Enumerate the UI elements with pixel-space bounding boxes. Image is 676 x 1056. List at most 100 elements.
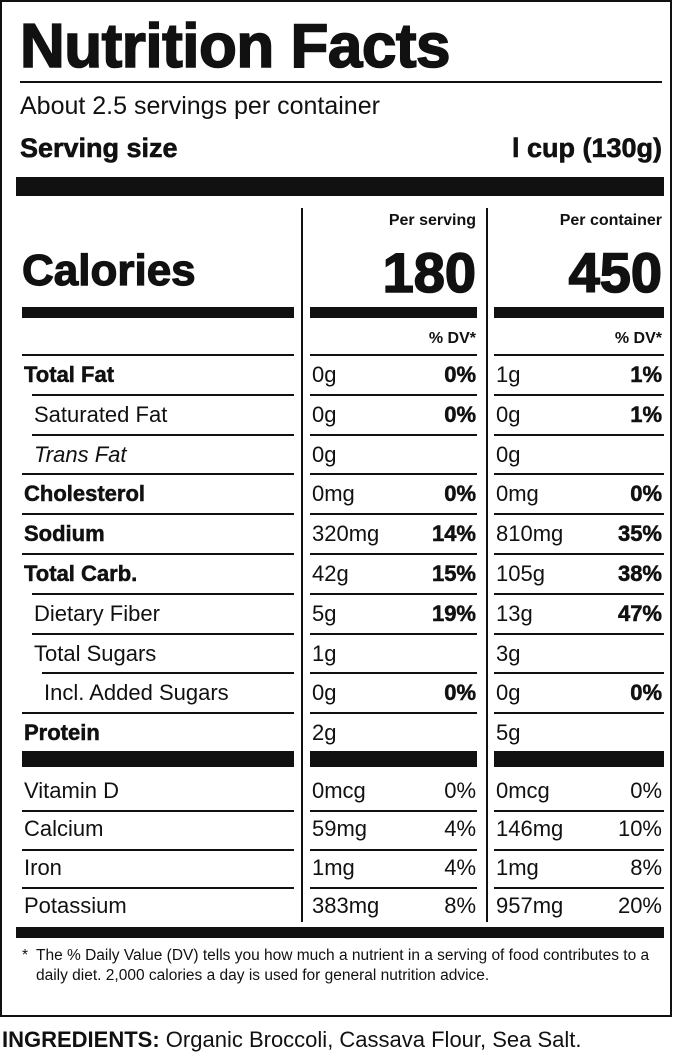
title-divider	[20, 81, 662, 83]
ingredients-label: INGREDIENTS:	[2, 1027, 160, 1052]
container-dv: 0%	[630, 481, 662, 507]
serving-dv: 0%	[444, 481, 476, 507]
row-divider-name	[22, 712, 294, 714]
serving-amount: 42g	[312, 561, 349, 586]
row-divider-serving	[310, 473, 477, 475]
serving-amount: 59mg	[312, 816, 368, 841]
nutrient-name: Trans Fat	[34, 442, 127, 467]
serving-amount: 0g	[312, 442, 337, 467]
ingredients: INGREDIENTS: Organic Broccoli, Cassava F…	[2, 1027, 582, 1053]
serving-dv: 0%	[444, 680, 476, 706]
vitamin-name: Calcium	[24, 816, 104, 841]
row-divider-container	[494, 553, 664, 555]
serving-amount: 0g	[312, 402, 337, 427]
serving-dv: 0%	[444, 402, 476, 428]
row-divider-name	[22, 849, 294, 851]
row-divider-container	[494, 849, 664, 851]
container-amount: 5g	[496, 720, 521, 745]
row-divider-container	[494, 810, 664, 812]
calories-bar-serving	[310, 307, 477, 318]
footnote-text: The % Daily Value (DV) tells you how muc…	[36, 947, 650, 984]
vitamin-bar-serving	[310, 751, 477, 767]
footnote-star: *	[22, 947, 29, 964]
container-dv: 0%	[630, 680, 662, 706]
row-divider-container	[494, 473, 664, 475]
calories-per-container: 450	[568, 240, 663, 305]
nutrient-name: Total Carb.	[24, 561, 138, 587]
row-divider-name	[22, 553, 294, 555]
container-amount: 13g	[496, 601, 533, 626]
nutrient-name: Saturated Fat	[34, 402, 168, 427]
serving-amount: 0mcg	[312, 778, 366, 803]
serving-amount: 2g	[312, 720, 337, 745]
nutrient-name: Sodium	[24, 521, 105, 547]
nutrition-label	[0, 0, 672, 1017]
serving-amount: 383mg	[312, 893, 380, 918]
serving-dv: 19%	[431, 601, 477, 627]
serving-dv: 15%	[431, 561, 477, 587]
vitamin-name: Vitamin D	[24, 778, 119, 803]
vitamin-bar-container	[494, 751, 664, 767]
label-title: Nutrition Facts	[19, 11, 451, 82]
container-amount: 0g	[496, 442, 521, 467]
container-dv: 20%	[617, 893, 662, 918]
nutrient-name: Cholesterol	[24, 481, 146, 507]
serving-amount: 5g	[312, 601, 337, 626]
row-divider-name	[22, 473, 294, 475]
serving-amount: 0g	[312, 362, 337, 387]
calories-per-serving: 180	[382, 240, 477, 305]
container-amount: 0g	[496, 680, 521, 705]
vitamin-bar-name	[22, 751, 294, 767]
row-divider-serving	[310, 712, 477, 714]
vitamin-name: Iron	[24, 855, 62, 880]
row-divider-serving	[310, 810, 477, 812]
calories-bar-container	[494, 307, 664, 318]
row-divider-serving	[310, 354, 477, 356]
serving-amount: 1g	[312, 641, 337, 666]
container-dv: 38%	[617, 561, 663, 587]
container-amount: 3g	[496, 641, 521, 666]
nutrient-name: Total Fat	[24, 362, 115, 388]
nutrient-name: Incl. Added Sugars	[44, 680, 229, 705]
row-divider-container	[494, 513, 664, 515]
row-divider-name	[22, 887, 294, 889]
container-dv: 35%	[617, 521, 663, 547]
serving-dv: 4%	[444, 855, 476, 880]
serving-amount: 1mg	[312, 855, 355, 880]
container-amount: 810mg	[496, 521, 564, 546]
nutrient-name: Dietary Fiber	[34, 601, 160, 626]
dv-header-serving: % DV*	[428, 330, 476, 347]
row-divider-container	[494, 354, 664, 356]
row-divider-name	[42, 672, 294, 674]
row-divider-name	[32, 394, 294, 396]
row-divider-name	[32, 593, 294, 595]
row-divider-container	[494, 633, 664, 635]
container-amount: 0mcg	[496, 778, 550, 803]
per-container-header: Per container	[559, 212, 662, 229]
row-divider-container	[494, 887, 664, 889]
row-divider-serving	[310, 434, 477, 436]
serving-dv: 8%	[444, 893, 476, 918]
per-serving-header: Per serving	[388, 212, 476, 229]
container-amount: 0mg	[496, 481, 539, 506]
row-divider-serving	[310, 672, 477, 674]
container-dv: 8%	[630, 855, 662, 880]
nutrient-name: Total Sugars	[34, 641, 157, 666]
container-amount: 1g	[496, 362, 521, 387]
row-divider-serving	[310, 849, 477, 851]
serving-size-value: l cup (130g)	[511, 133, 663, 164]
row-divider-serving	[310, 394, 477, 396]
row-divider-serving	[310, 553, 477, 555]
row-divider-container	[494, 712, 664, 714]
row-divider-serving	[310, 887, 477, 889]
column-divider-serving	[301, 208, 303, 922]
row-divider-container	[494, 672, 664, 674]
thick-divider-top	[16, 177, 664, 196]
container-amount: 957mg	[496, 893, 564, 918]
vitamin-name: Potassium	[24, 893, 127, 918]
row-divider-container	[494, 394, 664, 396]
container-dv: 1%	[630, 402, 662, 428]
thick-divider-bottom	[16, 927, 664, 938]
row-divider-serving	[310, 633, 477, 635]
container-amount: 0g	[496, 402, 521, 427]
